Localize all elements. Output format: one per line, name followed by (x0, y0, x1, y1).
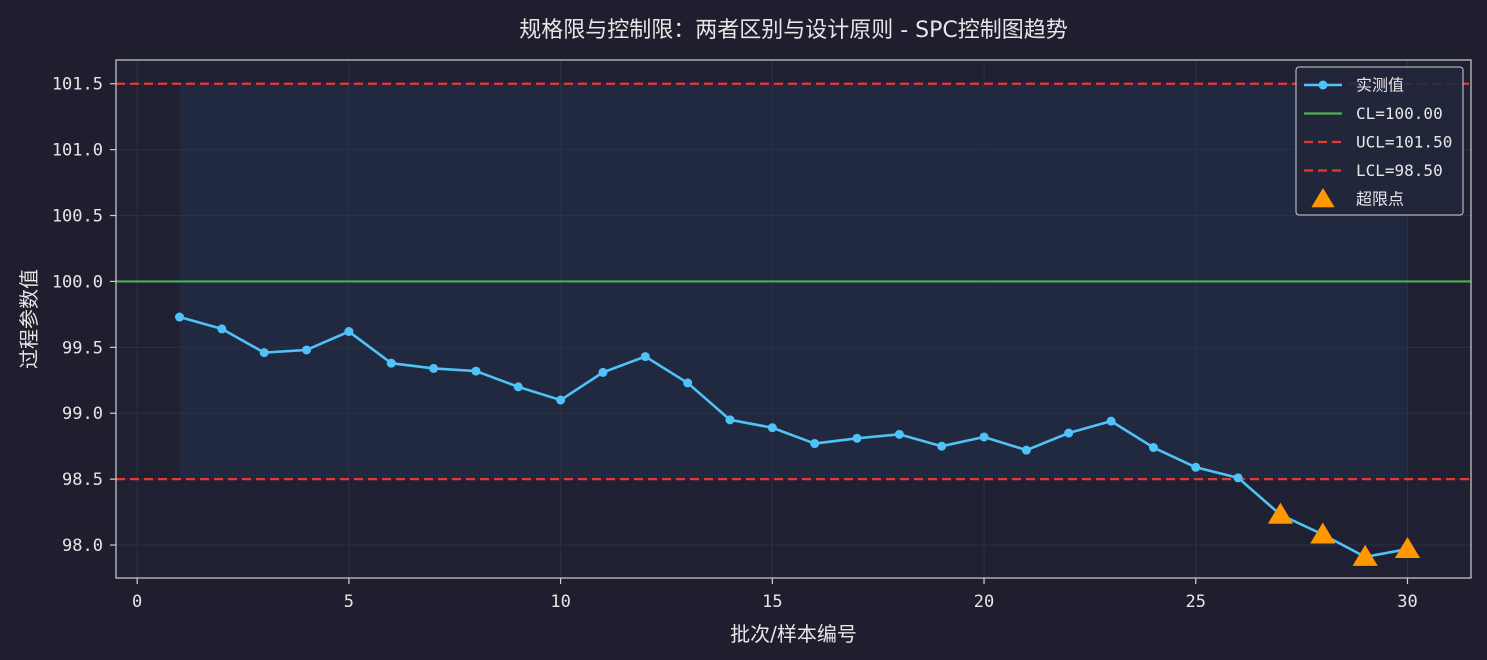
axis-ticks: 0 5 10 15 20 25 30 98.0 98.5 99.0 99.5 100.0 100.5 10… (52, 75, 1418, 612)
legend-label: 实测值 (1356, 76, 1404, 95)
data-point (1064, 428, 1074, 438)
out-of-limit-markers (1267, 502, 1421, 566)
legend-swatch-triangle (1311, 188, 1335, 208)
data-point (344, 327, 354, 337)
y-tick-label: 98.0 (62, 536, 103, 556)
out-of-limit-marker (1352, 544, 1378, 566)
x-tick-label: 25 (1186, 592, 1206, 612)
control-lines (116, 82, 1471, 481)
legend-label: CL=100.00 (1356, 104, 1443, 123)
data-point (852, 433, 862, 443)
y-tick-label: 100.0 (52, 272, 103, 292)
out-of-limit-marker (1310, 522, 1336, 544)
data-point (471, 366, 481, 376)
data-point (894, 429, 904, 439)
data-point (175, 312, 185, 322)
x-tick-label: 20 (974, 592, 994, 612)
data-point (598, 367, 608, 377)
data-point (1148, 443, 1158, 453)
series-line (179, 315, 1408, 559)
data-point (767, 423, 777, 433)
data-point (810, 439, 820, 449)
y-tick-label: 101.5 (52, 75, 103, 95)
data-point (937, 441, 947, 451)
data-point (429, 363, 439, 373)
x-tick-label: 10 (550, 592, 570, 612)
plot-frame (115, 59, 1472, 579)
out-of-limit-marker (1394, 537, 1421, 559)
x-tick-label: 0 (132, 592, 142, 612)
data-point (302, 345, 312, 355)
out-of-limit-marker (1267, 502, 1294, 524)
data-point (259, 348, 269, 358)
y-tick-label: 100.5 (52, 207, 103, 227)
data-point (640, 352, 650, 362)
chart-title: 规格限与控制限：两者区别与设计原则 - SPC控制图趋势 (519, 18, 1068, 43)
data-point (513, 382, 523, 392)
legend-label: UCL=101.50 (1356, 133, 1452, 152)
data-point (556, 395, 566, 405)
legend-box (1295, 66, 1464, 216)
legend-label: 超限点 (1356, 190, 1404, 209)
x-axis-title: 批次/样本编号 (730, 622, 857, 646)
data-point (979, 432, 989, 442)
data-point (725, 415, 735, 425)
legend: 实测值 CL=100.00 UCL=101.50 LCL=98.50 超限点 (1295, 66, 1464, 216)
legend-label: LCL=98.50 (1356, 161, 1443, 180)
legend-swatch-point (1318, 80, 1328, 90)
data-point (1191, 462, 1201, 472)
data-point (1021, 445, 1031, 455)
y-tick-label: 99.5 (62, 338, 103, 358)
x-tick-label: 30 (1397, 592, 1417, 612)
data-point (1233, 473, 1243, 483)
data-point (386, 358, 396, 368)
plot-area (116, 60, 1471, 578)
y-axis-title: 过程参数值 (17, 269, 41, 369)
y-tick-label: 98.5 (62, 470, 103, 490)
x-tick-label: 5 (344, 592, 354, 612)
data-point (683, 378, 693, 388)
x-tick-label: 15 (762, 592, 782, 612)
y-tick-label: 99.0 (62, 404, 103, 424)
y-tick-label: 101.0 (52, 141, 103, 161)
data-point (217, 324, 227, 334)
data-point (1106, 416, 1116, 426)
